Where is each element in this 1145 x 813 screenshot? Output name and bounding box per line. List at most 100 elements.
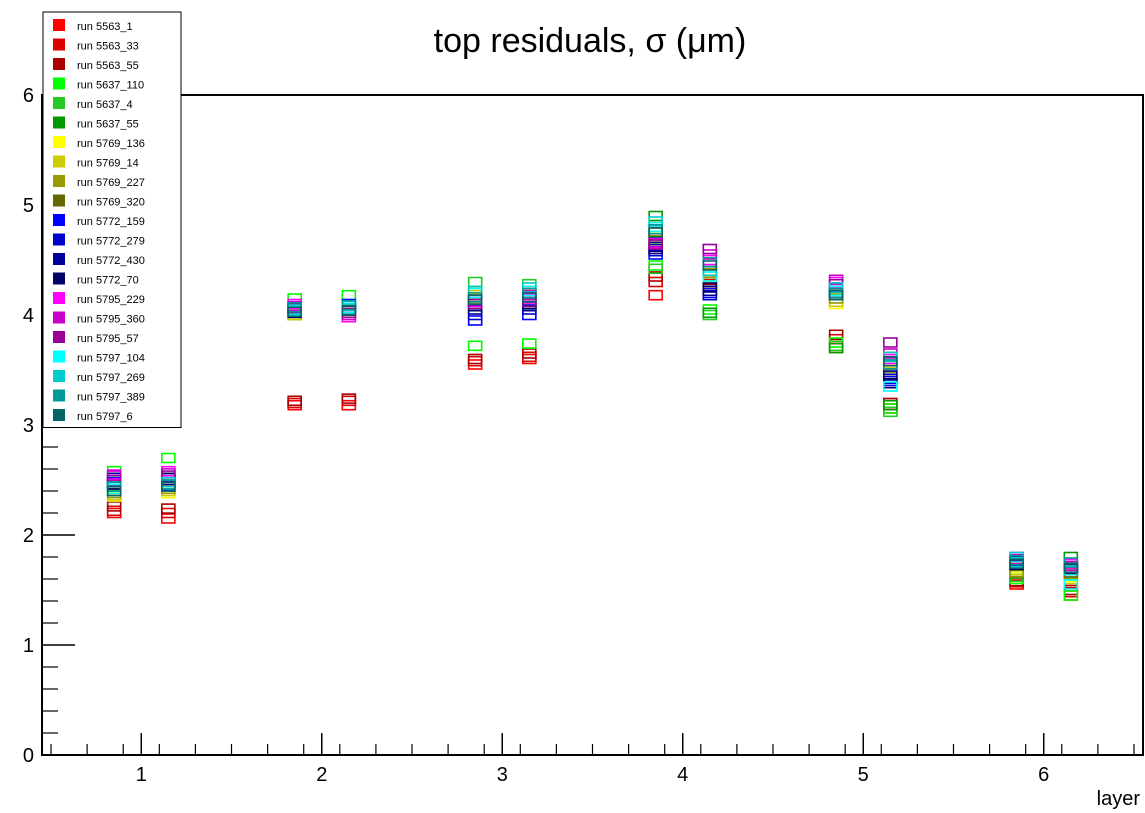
data-point [161, 481, 176, 492]
data-point [828, 342, 844, 354]
data-point [883, 406, 898, 418]
data-point [341, 299, 357, 311]
y-tick-label: 4 [23, 305, 34, 327]
data-point [648, 216, 663, 227]
legend-swatch [53, 97, 65, 109]
data-point [702, 249, 718, 260]
y-tick-label: 6 [23, 85, 34, 107]
data-point [522, 348, 537, 359]
legend-swatch [53, 58, 65, 70]
data-point [648, 227, 663, 238]
legend-label: run 5795_360 [77, 314, 145, 326]
legend-swatch [53, 175, 65, 187]
data-point [648, 239, 663, 250]
x-tick-label: 4 [677, 764, 688, 786]
data-point [106, 485, 122, 497]
legend-swatch [53, 77, 65, 90]
legend-swatch [53, 233, 65, 246]
data-point [702, 260, 718, 271]
data-point [161, 513, 176, 524]
legend-label: run 5795_57 [77, 333, 139, 345]
legend-label: run 5563_1 [77, 21, 133, 33]
data-point [467, 340, 483, 352]
legend-swatch [53, 38, 65, 51]
x-axis-title: layer [1097, 788, 1141, 810]
data-point [522, 282, 537, 293]
data-point [467, 315, 483, 326]
data-point [648, 276, 663, 288]
x-tick-label: 6 [1038, 764, 1049, 786]
legend-label: run 5637_55 [77, 119, 139, 131]
data-point [648, 271, 663, 282]
data-point [828, 289, 844, 301]
legend-swatch [53, 350, 65, 363]
x-tick-label: 5 [858, 764, 869, 786]
data-point [287, 306, 302, 318]
legend-label: run 5795_229 [77, 294, 145, 306]
legend-label: run 5797_269 [77, 372, 145, 384]
data-point [702, 243, 718, 255]
y-tick-label: 2 [23, 525, 34, 547]
data-point [1063, 557, 1079, 568]
y-tick-label: 5 [23, 195, 34, 217]
data-point [648, 263, 663, 275]
legend-label: run 5769_227 [77, 177, 145, 189]
data-point [883, 399, 898, 411]
data-point [341, 393, 357, 404]
chart-title: top residuals, σ (μm) [434, 22, 747, 60]
legend-label: run 5769_136 [77, 138, 145, 150]
data-point [287, 395, 302, 407]
y-tick-label: 1 [23, 635, 34, 657]
legend-label: run 5637_4 [77, 99, 133, 111]
data-point [522, 338, 537, 349]
data-point [702, 307, 718, 319]
legend-swatch [53, 194, 65, 207]
data-point [648, 210, 663, 222]
legend-swatch [53, 292, 65, 304]
legend-swatch [53, 136, 65, 148]
data-point [522, 292, 537, 303]
data-point [1063, 584, 1079, 596]
data-point [1063, 562, 1079, 574]
legend-label: run 5772_70 [77, 275, 139, 287]
legend-label: run 5769_14 [77, 158, 139, 170]
data-point [1009, 558, 1024, 569]
legend-label: run 5772_430 [77, 255, 145, 267]
legend-label: run 5563_33 [77, 41, 139, 53]
x-tick-label: 2 [316, 764, 327, 786]
legend-swatch [53, 214, 65, 226]
data-point [341, 305, 357, 316]
data-point [467, 294, 483, 305]
legend-label: run 5563_55 [77, 60, 139, 72]
legend-swatch [53, 19, 65, 31]
data-point [648, 289, 663, 301]
legend-label: run 5772_279 [77, 236, 145, 248]
data-point [467, 353, 483, 365]
legend-swatch [53, 370, 65, 382]
legend-box [42, 11, 182, 428]
legend-swatch [53, 272, 65, 285]
legend-label: run 5637_110 [77, 80, 144, 92]
legend-swatch [53, 331, 65, 343]
x-tick-label: 1 [136, 764, 147, 786]
legend-swatch [53, 409, 65, 421]
legend-label: run 5797_6 [77, 411, 133, 423]
legend-swatch [53, 253, 65, 265]
legend-label: run 5797_389 [77, 392, 145, 404]
data-point [161, 452, 176, 464]
legend-label: run 5769_320 [77, 197, 145, 209]
legend-label: run 5772_159 [77, 216, 145, 228]
data-point [828, 329, 844, 341]
y-tick-label: 3 [23, 415, 34, 437]
y-tick-label: 0 [23, 745, 34, 767]
data-point [702, 271, 718, 282]
legend-swatch [53, 311, 65, 324]
data-point [106, 501, 122, 512]
data-point [702, 282, 718, 293]
data-point [828, 282, 844, 293]
data-point [1063, 590, 1079, 601]
legend-swatch [53, 389, 65, 402]
legend-label: run 5797_104 [77, 353, 145, 365]
